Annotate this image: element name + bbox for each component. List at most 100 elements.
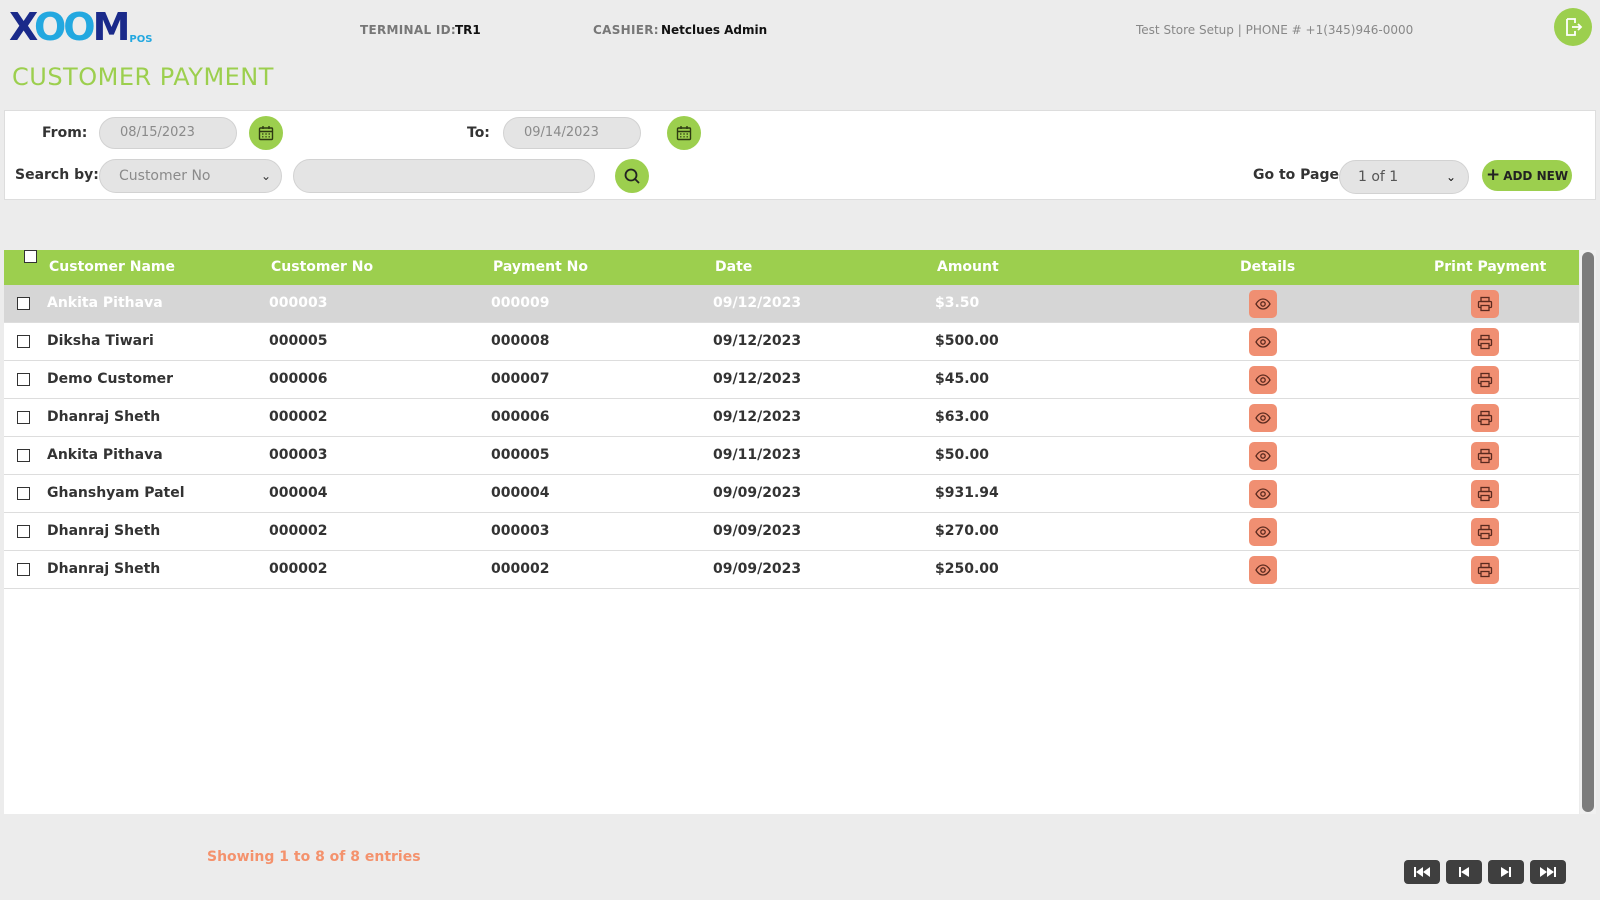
table-row[interactable]: Demo Customer 000006 000007 09/12/2023 $45.0… xyxy=(4,361,1579,399)
amount-cell: $250.00 xyxy=(935,561,999,577)
print-payment-button[interactable] xyxy=(1471,328,1499,356)
cashier-label: CASHIER: xyxy=(593,23,659,37)
date-cell: 09/09/2023 xyxy=(713,523,802,539)
customer-name-cell: Dhanraj Sheth xyxy=(47,561,161,577)
customer-name-cell: Dhanraj Sheth xyxy=(47,523,161,539)
amount-cell: $270.00 xyxy=(935,523,999,539)
column-header[interactable]: Customer Name xyxy=(49,259,175,275)
calendar-icon xyxy=(258,126,274,141)
printer-icon xyxy=(1477,410,1493,426)
eye-icon xyxy=(1255,450,1271,462)
print-payment-button[interactable] xyxy=(1471,518,1499,546)
table-row[interactable]: Dhanraj Sheth 000002 000006 09/12/2023 $63.0… xyxy=(4,399,1579,437)
row-checkbox[interactable] xyxy=(17,449,30,462)
table-row[interactable]: Ghanshyam Patel 000004 000004 09/09/2023 $93… xyxy=(4,475,1579,513)
search-input[interactable] xyxy=(293,159,595,193)
search-by-select[interactable]: Customer No ⌄ xyxy=(99,159,282,193)
customer-no-cell: 000002 xyxy=(269,523,328,539)
search-icon xyxy=(624,168,640,184)
view-details-button[interactable] xyxy=(1249,328,1277,356)
table-row[interactable]: Ankita Pithava 000003 000005 09/11/2023 $50.… xyxy=(4,437,1579,475)
payment-no-cell: 000008 xyxy=(491,333,550,349)
from-calendar-button[interactable] xyxy=(249,116,283,150)
table-body: Ankita Pithava 000003 000009 09/12/2023 $3.5… xyxy=(4,285,1579,589)
table-row[interactable]: Diksha Tiwari 000005 000008 09/12/2023 $500.… xyxy=(4,323,1579,361)
customer-name-cell: Ghanshyam Patel xyxy=(47,485,185,501)
printer-icon xyxy=(1477,524,1493,540)
from-date-input[interactable]: 08/15/2023 xyxy=(99,117,237,149)
table-row[interactable]: Ankita Pithava 000003 000009 09/12/2023 $3.5… xyxy=(4,285,1579,323)
row-checkbox[interactable] xyxy=(17,297,30,310)
column-header[interactable]: Payment No xyxy=(493,259,588,275)
print-payment-button[interactable] xyxy=(1471,480,1499,508)
print-payment-button[interactable] xyxy=(1471,290,1499,318)
eye-icon xyxy=(1255,336,1271,348)
row-checkbox[interactable] xyxy=(17,525,30,538)
printer-icon xyxy=(1477,296,1493,312)
scrollbar-thumb[interactable] xyxy=(1582,252,1594,812)
customer-no-cell: 000004 xyxy=(269,485,328,501)
row-checkbox[interactable] xyxy=(17,563,30,576)
view-details-button[interactable] xyxy=(1249,366,1277,394)
page-select-value: 1 of 1 xyxy=(1358,169,1399,185)
payments-table: Customer Name Customer No Payment No Dat… xyxy=(4,250,1579,814)
to-calendar-button[interactable] xyxy=(667,116,701,150)
amount-cell: $63.00 xyxy=(935,409,990,425)
to-date-input[interactable]: 09/14/2023 xyxy=(503,117,641,149)
customer-no-cell: 000002 xyxy=(269,561,328,577)
from-label: From: xyxy=(42,125,88,141)
eye-icon xyxy=(1255,298,1271,310)
next-page-button[interactable] xyxy=(1488,860,1524,884)
print-payment-button[interactable] xyxy=(1471,556,1499,584)
table-row[interactable]: Dhanraj Sheth 000002 000002 09/09/2023 $250.… xyxy=(4,551,1579,589)
view-details-button[interactable] xyxy=(1249,442,1277,470)
search-by-label: Search by: xyxy=(15,167,99,183)
print-payment-button[interactable] xyxy=(1471,442,1499,470)
go-to-page-label: Go to Page xyxy=(1253,167,1340,183)
eye-icon xyxy=(1255,488,1271,500)
chevron-down-icon: ⌄ xyxy=(260,169,271,183)
payment-no-cell: 000003 xyxy=(491,523,550,539)
payment-no-cell: 000005 xyxy=(491,447,550,463)
print-payment-button[interactable] xyxy=(1471,366,1499,394)
chevron-down-icon: ⌄ xyxy=(1445,170,1456,184)
view-details-button[interactable] xyxy=(1249,518,1277,546)
last-page-button[interactable] xyxy=(1530,860,1566,884)
customer-no-cell: 000003 xyxy=(269,447,328,463)
payment-no-cell: 000004 xyxy=(491,485,550,501)
customer-no-cell: 000005 xyxy=(269,333,328,349)
date-cell: 09/09/2023 xyxy=(713,561,802,577)
logout-button[interactable] xyxy=(1554,8,1592,46)
column-header[interactable]: Date xyxy=(715,259,753,275)
customer-name-cell: Diksha Tiwari xyxy=(47,333,154,349)
table-row[interactable]: Dhanraj Sheth 000002 000003 09/09/2023 $270.… xyxy=(4,513,1579,551)
date-cell: 09/12/2023 xyxy=(713,295,802,311)
amount-cell: $500.00 xyxy=(935,333,999,349)
row-checkbox[interactable] xyxy=(17,335,30,348)
print-payment-button[interactable] xyxy=(1471,404,1499,432)
row-checkbox[interactable] xyxy=(17,487,30,500)
view-details-button[interactable] xyxy=(1249,404,1277,432)
select-all-checkbox[interactable] xyxy=(24,250,37,263)
customer-name-cell: Ankita Pithava xyxy=(47,295,163,311)
row-checkbox[interactable] xyxy=(17,373,30,386)
customer-name-cell: Dhanraj Sheth xyxy=(47,409,161,425)
view-details-button[interactable] xyxy=(1249,480,1277,508)
table-scrollbar[interactable] xyxy=(1580,250,1596,814)
previous-page-button[interactable] xyxy=(1446,860,1482,884)
go-to-page-select[interactable]: 1 of 1 ⌄ xyxy=(1339,160,1469,194)
add-new-button[interactable]: + ADD NEW xyxy=(1482,160,1572,191)
date-cell: 09/12/2023 xyxy=(713,371,802,387)
customer-name-cell: Ankita Pithava xyxy=(47,447,163,463)
column-header: Details xyxy=(1240,259,1296,275)
view-details-button[interactable] xyxy=(1249,556,1277,584)
cashier-value: Netclues Admin xyxy=(661,23,768,37)
column-header[interactable]: Amount xyxy=(937,259,999,275)
column-header[interactable]: Customer No xyxy=(271,259,374,275)
date-cell: 09/12/2023 xyxy=(713,333,802,349)
search-button[interactable] xyxy=(615,159,649,193)
printer-icon xyxy=(1477,334,1493,350)
first-page-button[interactable] xyxy=(1404,860,1440,884)
row-checkbox[interactable] xyxy=(17,411,30,424)
view-details-button[interactable] xyxy=(1249,290,1277,318)
